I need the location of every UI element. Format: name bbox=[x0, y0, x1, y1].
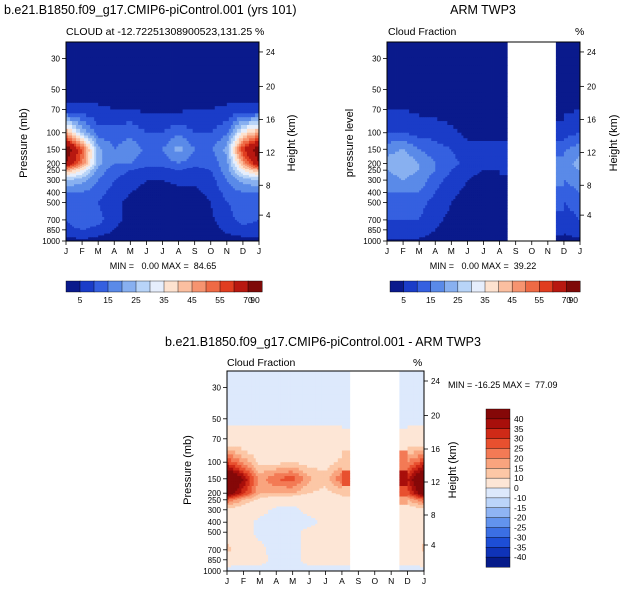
panel-model-unit: % bbox=[255, 26, 264, 38]
panel-model: b.e21.B1850.f09_g17.CMIP6-piControl.001 … bbox=[4, 3, 298, 305]
panel-model-plot: J F M A M J J A S O N D J305070100150200250300400500… bbox=[42, 42, 275, 256]
panel-model-subtitle: CLOUD at -12.72251308900523,131.25 bbox=[66, 26, 252, 38]
heatmap-cells bbox=[66, 42, 259, 241]
panel-model-title: b.e21.B1850.f09_g17.CMIP6-piControl.001 … bbox=[4, 3, 297, 17]
figure-canvas: b.e21.B1850.f09_g17.CMIP6-piControl.001 … bbox=[0, 0, 625, 592]
